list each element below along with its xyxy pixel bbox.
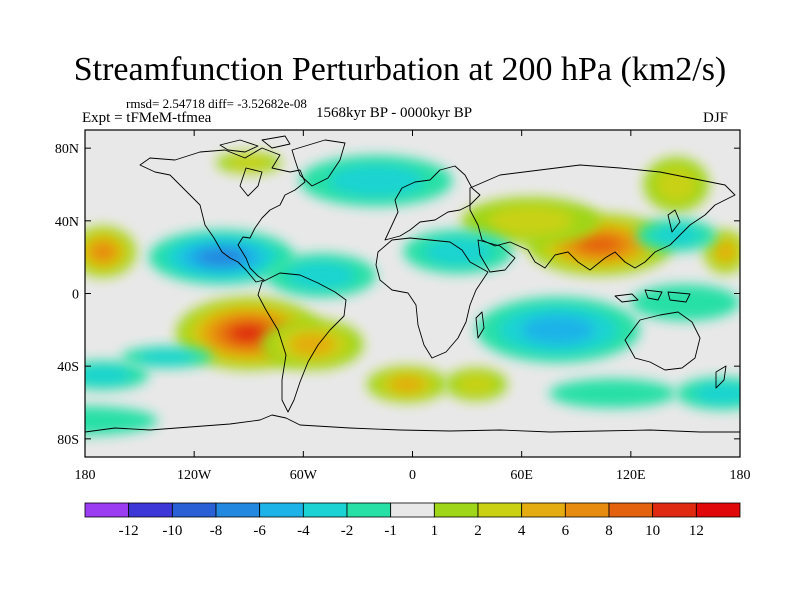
indian-ocean-min xyxy=(476,297,640,363)
colorbar-swatch xyxy=(695,502,741,518)
colorbar-label: 6 xyxy=(562,523,570,539)
south-atlantic-max xyxy=(261,318,364,370)
colorbar-swatch xyxy=(521,502,566,518)
lat-tick-label: 40S xyxy=(57,360,79,375)
arctic-canada-max xyxy=(216,151,282,174)
colorbar-swatch xyxy=(84,502,130,518)
lon-tick-label: 120E xyxy=(616,468,646,483)
colorbar-label: 2 xyxy=(474,523,482,539)
field-layer xyxy=(85,151,740,436)
colorbar-label: -2 xyxy=(341,523,354,539)
lon-tick-label: 60E xyxy=(510,468,533,483)
colorbar-label: -4 xyxy=(297,523,310,539)
lat-tick-label: 0 xyxy=(72,288,79,303)
colorbar-swatch xyxy=(652,502,697,518)
colorbar: -12 -10 -8 -6 -4 -2 -1 1 2 4 6 8 10 12 xyxy=(84,502,741,539)
southern-ocean-east-min xyxy=(676,377,740,410)
coastlines xyxy=(85,135,740,433)
colorbar-swatch xyxy=(302,502,348,518)
siberia-min xyxy=(299,155,453,207)
colorbar-swatch xyxy=(259,502,304,518)
colorbar-swatch xyxy=(608,502,654,518)
colorbar-label: -12 xyxy=(119,523,139,539)
period-label: 1568kyr BP - 0000kyr BP xyxy=(316,105,473,121)
africa-south-max xyxy=(367,366,448,403)
experiment-label: Expt = tFMeM-tfmea xyxy=(82,110,212,126)
map-axes: 180 120W 60W 0 60E 120E 180 80N 40N 0 40S 80S xyxy=(55,130,751,483)
equatorial-pacific-min xyxy=(630,284,740,321)
colorbar-swatch xyxy=(564,502,610,518)
east-pacific-west-max xyxy=(85,226,136,278)
south-indian-max xyxy=(445,367,508,401)
colorbar-label: 4 xyxy=(518,523,526,539)
colorbar-swatch xyxy=(171,502,217,518)
stats-text: rmsd= 2.54718 diff= -3.52682e-08 xyxy=(126,96,307,111)
colorbar-label: 12 xyxy=(689,523,704,539)
south-pacific-min xyxy=(121,346,213,368)
south-indian-belt xyxy=(548,378,677,408)
colorbar-label: 8 xyxy=(605,523,613,539)
colorbar-swatch xyxy=(346,502,392,518)
asia-arc-max xyxy=(461,197,600,245)
north-africa-min xyxy=(403,229,513,274)
colorbar-swatch xyxy=(477,502,523,518)
lon-tick-label: 180 xyxy=(75,468,96,483)
colorbar-label: -8 xyxy=(210,523,223,539)
lon-tick-label: 120W xyxy=(177,468,212,483)
season-label: DJF xyxy=(702,110,728,126)
colorbar-label: 10 xyxy=(645,523,660,539)
north-pacific-arc xyxy=(643,157,710,212)
colorbar-label: -10 xyxy=(162,523,182,539)
southwest-pacific-min xyxy=(85,360,149,390)
colorbar-label: 1 xyxy=(431,523,439,539)
lon-tick-label: 0 xyxy=(409,468,416,483)
colorbar-label: -1 xyxy=(384,523,397,539)
colorbar-swatch xyxy=(390,502,435,518)
southern-ocean-min xyxy=(85,406,158,436)
colorbar-swatch xyxy=(215,502,261,518)
colorbar-label: -6 xyxy=(253,523,266,539)
atlantic-north-min xyxy=(266,253,377,298)
colorbar-swatch xyxy=(433,502,479,518)
colorbar-swatch xyxy=(128,502,173,518)
lat-tick-label: 80S xyxy=(57,433,79,448)
pacific-mid-min xyxy=(636,219,717,252)
lat-tick-label: 40N xyxy=(55,215,79,230)
chart-title: Streamfunction Perturbation at 200 hPa (… xyxy=(73,51,727,88)
lon-tick-label: 180 xyxy=(730,468,751,483)
lat-tick-label: 80N xyxy=(55,142,79,157)
lon-tick-label: 60W xyxy=(290,468,318,483)
